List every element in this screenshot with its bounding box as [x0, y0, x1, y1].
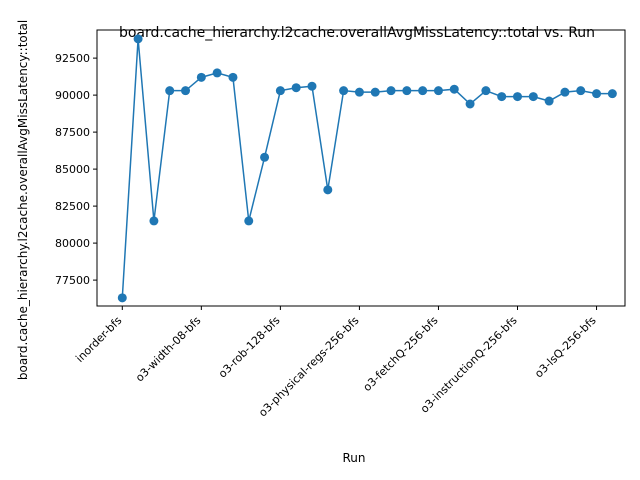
data-point [386, 86, 396, 96]
data-point [370, 87, 380, 97]
y-axis-label: board.cache_hierarchy.l2cache.overallAvg… [16, 20, 30, 380]
data-point [544, 96, 554, 106]
y-axis: 77500 80000 82500 85000 87500 90000 92500 [55, 52, 97, 287]
data-point [196, 72, 206, 82]
data-point [260, 152, 270, 162]
data-point [323, 185, 333, 195]
series-line [121, 38, 613, 298]
data-point [275, 86, 285, 96]
data-point [560, 87, 570, 97]
data-point [418, 86, 428, 96]
y-tick-label: 87500 [55, 126, 90, 139]
plot-area [96, 29, 626, 307]
y-tick-label: 80000 [55, 237, 90, 250]
x-tick-label: o3-lsQ-256-bfs [532, 314, 599, 381]
data-point [307, 81, 317, 91]
data-point [228, 72, 238, 82]
y-tick-label: 82500 [55, 200, 90, 213]
data-point [212, 68, 222, 78]
x-tick-label: o3-width-08-bfs [133, 314, 204, 385]
y-tick-label: 92500 [55, 52, 90, 65]
data-point [607, 89, 617, 99]
data-point [339, 86, 349, 96]
data-point [449, 84, 459, 94]
data-point [528, 92, 538, 102]
y-tick-label: 90000 [55, 89, 90, 102]
data-point [576, 86, 586, 96]
data-point [481, 86, 491, 96]
x-tick-label: o3-rob-128-bfs [216, 314, 283, 381]
data-point [117, 293, 127, 303]
data-point [497, 92, 507, 102]
data-point [513, 92, 523, 102]
y-tick-label: 77500 [55, 274, 90, 287]
data-point [433, 86, 443, 96]
data-point [465, 99, 475, 109]
x-axis-label: Run [342, 451, 365, 465]
data-point [291, 83, 301, 93]
x-axis: inorder-bfs o3-width-08-bfs o3-rob-128-bfs… [73, 306, 599, 419]
y-tick-label: 85000 [55, 163, 90, 176]
x-tick-label: inorder-bfs [73, 314, 124, 365]
chart-title: board.cache_hierarchy.l2cache.overallAvg… [119, 25, 595, 41]
series-layer [117, 34, 617, 303]
data-point [402, 86, 412, 96]
data-point [133, 34, 143, 44]
x-tick-label: o3-fetchQ-256-bfs [361, 314, 441, 394]
data-point [244, 216, 254, 226]
plot-frame [96, 29, 626, 307]
data-point [592, 89, 602, 99]
data-point [181, 86, 191, 96]
data-point [165, 86, 175, 96]
data-point [149, 216, 159, 226]
data-point [354, 87, 364, 97]
